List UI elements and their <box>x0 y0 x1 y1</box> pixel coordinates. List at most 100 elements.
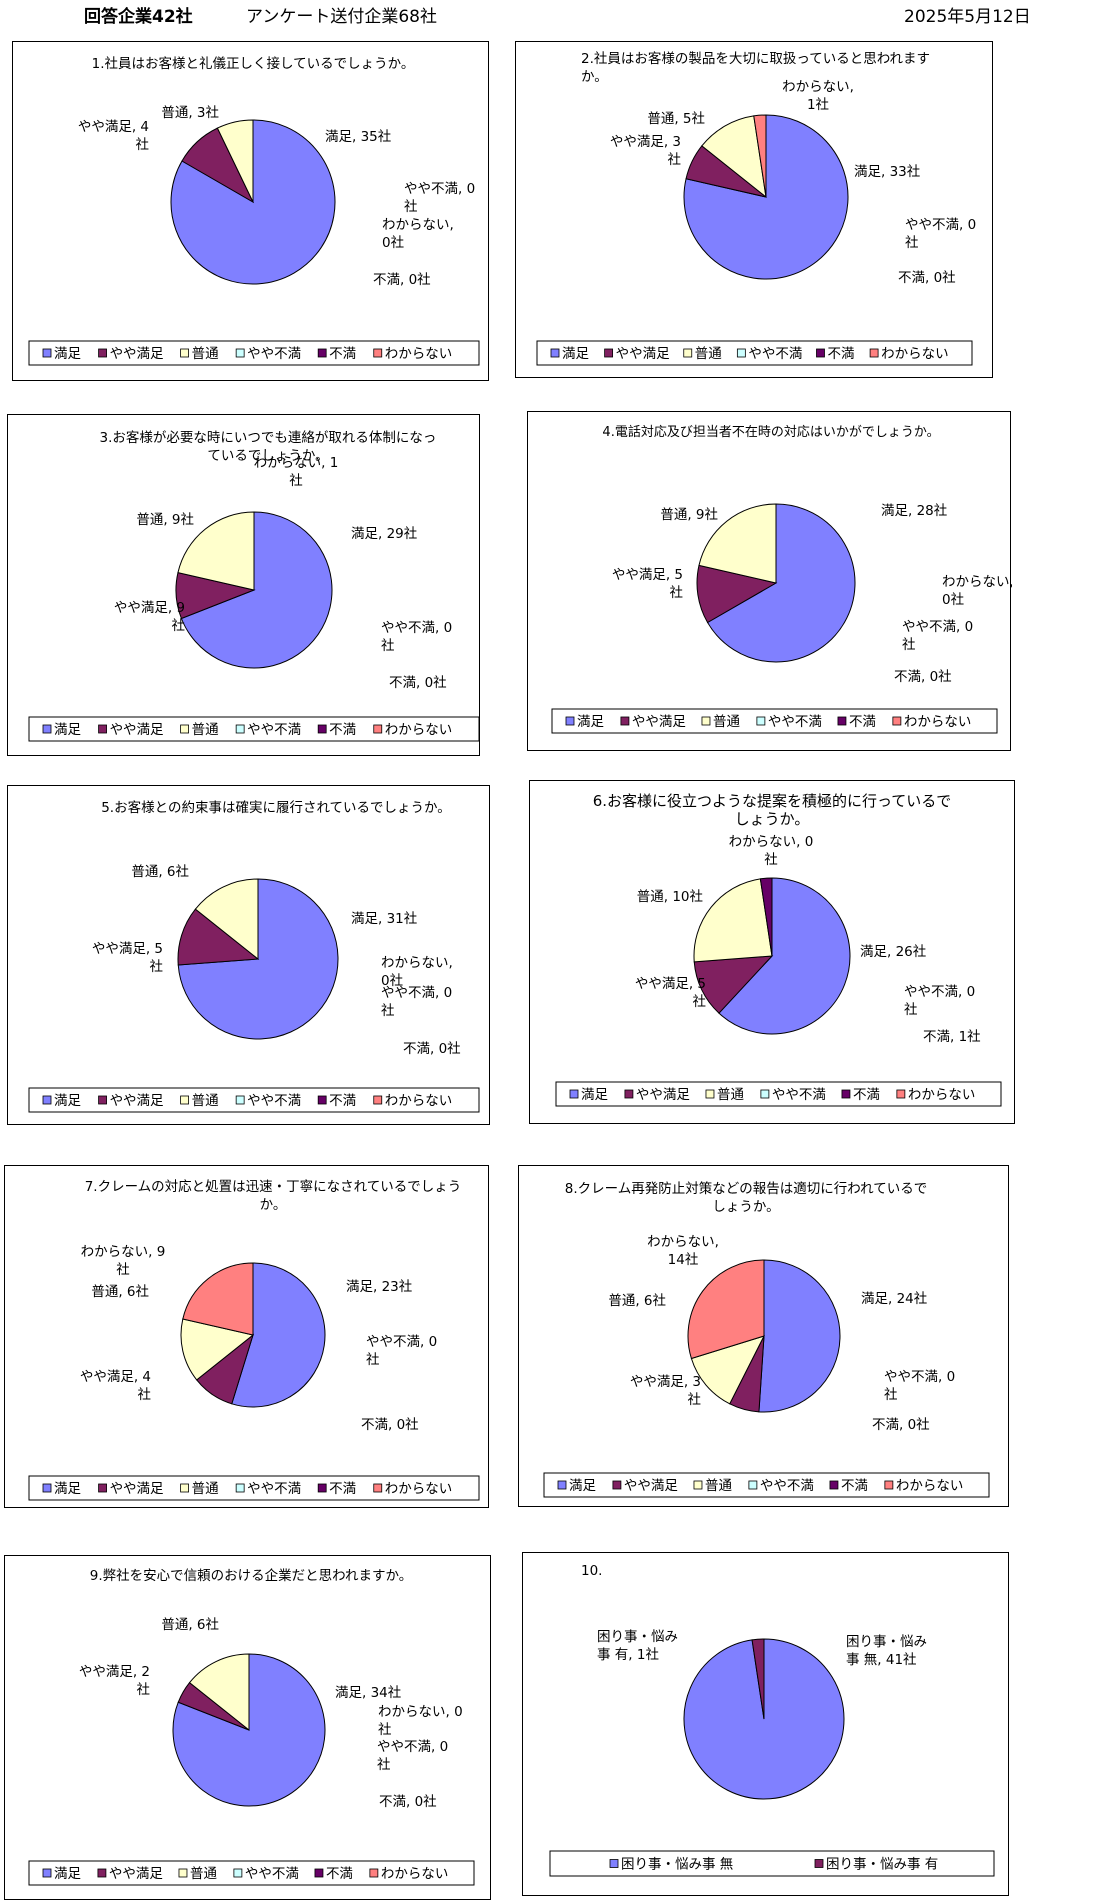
data-label-やや満足: 社 <box>693 994 707 1010</box>
data-label-やや不満: やや不満, 0 <box>904 984 975 1000</box>
legend-swatch-やや不満 <box>235 348 245 358</box>
data-label-普通: 普通, 9社 <box>136 512 194 528</box>
chart-title: しょうか。 <box>735 810 810 828</box>
data-label-わからない: わからない, 0 <box>378 1704 463 1720</box>
data-label-やや不満: やや不満, 0 <box>884 1369 955 1385</box>
legend-label-わからない: わからない <box>904 714 972 730</box>
pie-chart-1: 1.社員はお客様と礼儀正しく接しているでしょうか。満足, 35社 やや満足, 4 社… <box>28 55 480 366</box>
legend-label-やや満足: やや満足 <box>632 714 686 730</box>
legend-swatch-満足 <box>42 1868 52 1878</box>
chart-title: 9.弊社を安心で信頼のおける企業だと思われますか。 <box>90 1567 412 1584</box>
data-label-やや満足: 社 <box>688 1392 702 1408</box>
legend-swatch-わからない <box>892 716 902 726</box>
data-label-やや満足: 社 <box>668 152 682 168</box>
legend-label-普通: 普通 <box>192 1481 219 1497</box>
legend-label-わからない: わからない <box>896 1478 964 1494</box>
legend-swatch-普通 <box>701 716 711 726</box>
legend-swatch-普通 <box>180 1095 189 1105</box>
data-label-やや不満: やや不満, 0 <box>902 619 973 635</box>
legend-label-普通: 普通 <box>695 346 723 362</box>
chart-title: 10. <box>581 1563 602 1579</box>
pie-slice-満足 <box>758 1259 841 1413</box>
legend-label-満足: 満足 <box>54 346 81 362</box>
pie-slice-満足 <box>718 877 851 1035</box>
legend-label-やや不満: やや不満 <box>772 1087 826 1103</box>
legend-swatch-やや満足 <box>98 1095 107 1105</box>
data-label-わからない: 社 <box>764 852 778 868</box>
legend-swatch-やや不満 <box>233 1868 243 1878</box>
data-label-不満: 不満, 0社 <box>361 1417 419 1433</box>
data-label-困り事-悩み事-有: 事 有, 1社 <box>597 1647 659 1663</box>
legend-label-やや満足: やや満足 <box>616 346 670 362</box>
chart-title: 5.お客様との約束事は確実に履行されているでしょうか。 <box>101 799 451 816</box>
data-label-やや満足: やや満足, 3 <box>630 1374 701 1390</box>
legend-label-不満: 不満 <box>329 1481 356 1497</box>
data-label-わからない: わからない, 0 <box>729 834 814 850</box>
data-label-やや満足: 社 <box>138 1387 152 1403</box>
legend-label-わからない: わからない <box>381 1866 449 1882</box>
pie-slice-わからない <box>753 114 767 198</box>
legend-swatch-やや満足 <box>620 716 630 726</box>
legend-swatch-やや満足 <box>98 1483 107 1493</box>
chart-legend: 困り事・悩み事 無 困り事・悩み事 有 <box>549 1850 995 1877</box>
data-label-やや満足: やや満足, 9 <box>114 600 185 616</box>
respondent-count: 回答企業42社 <box>84 7 193 27</box>
chart-title: 1.社員はお客様と礼儀正しく接しているでしょうか。 <box>92 55 415 72</box>
legend-swatch-やや不満 <box>235 1483 245 1493</box>
data-label-わからない: 14社 <box>668 1252 699 1268</box>
legend-swatch-不満 <box>317 1095 327 1105</box>
data-label-満足: 満足, 29社 <box>351 526 417 542</box>
legend-label-やや満足: やや満足 <box>110 722 164 738</box>
data-label-やや満足: やや満足, 2 <box>79 1664 150 1680</box>
legend-swatch-不満 <box>317 724 327 734</box>
legend-label-普通: 普通 <box>192 1093 219 1109</box>
legend-swatch-満足 <box>557 1480 567 1490</box>
legend-swatch-わからない <box>884 1480 894 1490</box>
pie-slice-普通 <box>701 115 767 199</box>
data-label-やや不満: 社 <box>377 1757 391 1773</box>
data-label-やや不満: やや不満, 0 <box>381 985 452 1001</box>
legend-label-不満: 不満 <box>329 1093 356 1109</box>
data-label-やや満足: 社 <box>172 618 186 634</box>
data-label-普通: 普通, 6社 <box>91 1284 149 1300</box>
legend-swatch-やや満足 <box>612 1480 622 1490</box>
data-label-やや満足: やや満足, 3 <box>610 134 681 150</box>
legend-swatch-やや満足 <box>98 724 107 734</box>
chart-legend: 満足 やや満足 普通 やや不満 不満 わからない <box>28 1087 480 1113</box>
legend-swatch-やや不満 <box>235 724 245 734</box>
chart-panel-7: 7.クレームの対応と処置は迅速・丁寧になされているでしょう か。 満足, 23社 やや… <box>4 1165 489 1508</box>
chart-title: か。 <box>581 69 608 85</box>
chart-legend: 満足 やや満足 普通 やや不満 不満 わからない <box>543 1472 990 1498</box>
legend-swatch-満足 <box>42 1483 52 1493</box>
pie-chart-5: 5.お客様との約束事は確実に履行されているでしょうか。満足, 31社やや満足, … <box>28 799 480 1113</box>
legend-swatch-やや満足 <box>98 348 107 358</box>
data-label-普通: 普通, 9社 <box>660 507 718 523</box>
legend-swatch-やや不満 <box>748 1480 758 1490</box>
pie-slice-困り事-悩み事-有 <box>751 1638 765 1720</box>
legend-label-やや不満: やや不満 <box>245 1866 299 1882</box>
data-label-やや不満: 社 <box>366 1352 380 1368</box>
legend-swatch-普通 <box>180 348 189 358</box>
legend-label-満足: 満足 <box>562 346 590 362</box>
chart-legend: 満足 やや満足 普通 やや不満 不満 わからない <box>28 340 480 366</box>
chart-panel-2: 2.社員はお客様の製品を大切に取扱っていると思われます か。 満足, 33社 やや満足… <box>515 41 993 378</box>
legend-swatch-困り事-悩み事-無 <box>609 1859 619 1868</box>
data-label-やや不満: 社 <box>904 1002 918 1018</box>
data-label-やや満足: やや満足, 5 <box>635 976 706 992</box>
data-label-やや不満: 社 <box>905 235 919 251</box>
legend-swatch-不満 <box>317 348 327 358</box>
legend-swatch-困り事-悩み事-有 <box>814 1859 824 1868</box>
legend-swatch-普通 <box>180 724 189 734</box>
legend-swatch-不満 <box>829 1480 839 1490</box>
legend-swatch-不満 <box>314 1868 324 1878</box>
data-label-やや満足: 社 <box>137 1682 151 1698</box>
chart-title: 7.クレームの対応と処置は迅速・丁寧になされているでしょう <box>85 1178 462 1195</box>
legend-swatch-満足 <box>569 1089 579 1099</box>
legend-label-不満: 不満 <box>326 1866 353 1882</box>
data-label-やや満足: 社 <box>150 959 164 975</box>
legend-label-満足: 満足 <box>54 1481 81 1497</box>
legend-label-やや不満: やや不満 <box>768 714 822 730</box>
legend-swatch-やや満足 <box>604 348 614 358</box>
